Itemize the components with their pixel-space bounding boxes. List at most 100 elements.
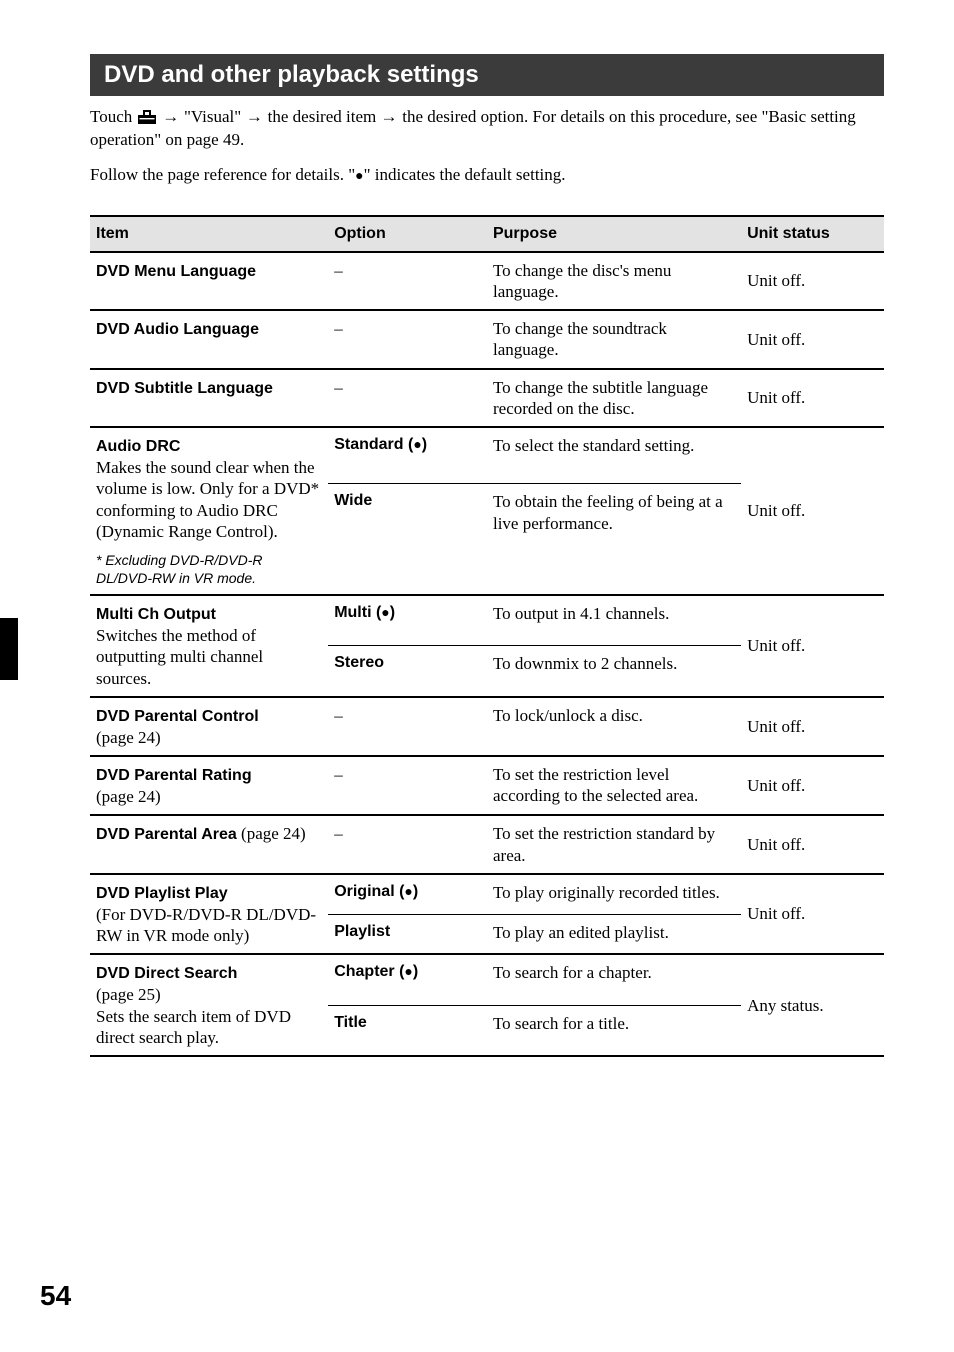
item-title: DVD Playlist Play: [96, 885, 228, 902]
table-row: DVD Parental Rating (page 24) – To set t…: [90, 756, 884, 815]
table-row: Multi Ch Output Switches the method of o…: [90, 595, 884, 646]
header-option: Option: [328, 216, 487, 252]
page-number: 54: [40, 1280, 71, 1312]
table-row: DVD Playlist Play (For DVD-R/DVD-R DL/DV…: [90, 874, 884, 914]
sub-intro-b: " indicates the default setting.: [364, 165, 566, 184]
table-row: DVD Parental Control (page 24) – To lock…: [90, 697, 884, 756]
option-cell: Title: [328, 1005, 487, 1056]
opt-chapter-b: ): [413, 963, 418, 980]
sub-intro: Follow the page reference for details. "…: [90, 165, 884, 185]
side-tab: [0, 618, 18, 680]
option-cell: Stereo: [328, 646, 487, 697]
table-header-row: Item Option Purpose Unit status: [90, 216, 884, 252]
purpose-cell: To obtain the feeling of being at a live…: [487, 484, 741, 572]
item-title: DVD Menu Language: [96, 263, 256, 280]
item-sub: (page 24): [241, 824, 306, 843]
option-cell: Wide: [328, 484, 487, 572]
opt-standard-b: ): [422, 436, 427, 453]
table-row: DVD Menu Language – To change the disc's…: [90, 252, 884, 311]
item-sub: (page 24): [96, 787, 161, 806]
status-cell: Unit off.: [741, 874, 884, 955]
table-row: DVD Subtitle Language – To change the su…: [90, 369, 884, 428]
item-title: DVD Subtitle Language: [96, 380, 273, 397]
table-row: DVD Parental Area (page 24) – To set the…: [90, 815, 884, 874]
item-note: * Excluding DVD-R/DVD-R DL/DVD-RW in VR …: [96, 552, 322, 587]
section-title: DVD and other playback settings: [90, 54, 884, 96]
dot-icon: ●: [404, 883, 412, 899]
item-title: DVD Parental Rating: [96, 767, 252, 784]
purpose-cell: To play an edited playlist.: [487, 914, 741, 954]
purpose-cell: To select the standard setting.: [487, 427, 741, 484]
intro-item: the desired item: [268, 107, 381, 126]
item-title: DVD Parental Area: [96, 826, 237, 843]
purpose-cell: To set the restriction standard by area.: [487, 815, 741, 874]
purpose-cell: To search for a title.: [487, 1005, 741, 1056]
table-row: DVD Audio Language – To change the sound…: [90, 310, 884, 369]
default-dot-text: ●: [355, 169, 363, 184]
sub-intro-a: Follow the page reference for details. ": [90, 165, 355, 184]
status-cell: Unit off.: [741, 756, 884, 815]
option-cell: –: [328, 310, 487, 369]
item-sub: (page 24): [96, 728, 161, 747]
option-cell: Standard (●): [328, 427, 487, 484]
status-cell: Unit off.: [741, 815, 884, 874]
settings-table: Item Option Purpose Unit status DVD Menu…: [90, 215, 884, 1058]
header-status: Unit status: [741, 216, 884, 252]
status-cell: Any status.: [741, 954, 884, 1056]
item-title: Multi Ch Output: [96, 606, 216, 623]
opt-original-a: Original (: [334, 883, 404, 900]
purpose-cell: To output in 4.1 channels.: [487, 595, 741, 646]
page-content: DVD and other playback settings Touch → …: [0, 0, 954, 1057]
option-cell: Playlist: [328, 914, 487, 954]
item-title: DVD Parental Control: [96, 708, 259, 725]
arrow-2: →: [241, 107, 267, 126]
purpose-cell: To play originally recorded titles.: [487, 874, 741, 914]
option-cell: –: [328, 815, 487, 874]
item-title: DVD Direct Search: [96, 965, 237, 982]
purpose-cell: To set the restriction level according t…: [487, 756, 741, 815]
header-purpose: Purpose: [487, 216, 741, 252]
toolbox-icon: [138, 108, 156, 129]
purpose-cell: To change the soundtrack language.: [487, 310, 741, 369]
opt-original-b: ): [413, 883, 418, 900]
table-row: Audio DRC Makes the sound clear when the…: [90, 427, 884, 484]
item-desc: (For DVD-R/DVD-R DL/DVD-RW in VR mode on…: [96, 905, 316, 945]
option-cell: Multi (●): [328, 595, 487, 646]
dot-icon: ●: [404, 963, 412, 979]
option-cell: Chapter (●): [328, 954, 487, 1005]
item-title: Audio DRC: [96, 438, 180, 455]
status-cell: Unit off.: [741, 369, 884, 428]
option-cell: –: [328, 252, 487, 311]
purpose-cell: To search for a chapter.: [487, 954, 741, 1005]
arrow-1: →: [158, 107, 184, 126]
intro-paragraph: Touch → "Visual" → the desired item → th…: [90, 106, 884, 151]
option-cell: Original (●): [328, 874, 487, 914]
arrow-3: →: [380, 107, 402, 126]
item-desc: Switches the method of outputting multi …: [96, 626, 263, 688]
opt-standard-a: Standard (: [334, 436, 413, 453]
purpose-cell: To lock/unlock a disc.: [487, 697, 741, 756]
opt-chapter-a: Chapter (: [334, 963, 404, 980]
opt-multi-b: ): [390, 604, 395, 621]
option-cell: –: [328, 697, 487, 756]
status-cell: Unit off.: [741, 595, 884, 697]
status-cell: Unit off.: [741, 252, 884, 311]
table-row: DVD Direct Search (page 25) Sets the sea…: [90, 954, 884, 1005]
item-desc: Makes the sound clear when the volume is…: [96, 458, 319, 541]
status-cell: Unit off.: [741, 427, 884, 594]
dot-icon: ●: [413, 436, 421, 452]
option-cell: –: [328, 369, 487, 428]
intro-text-1: Touch: [90, 107, 137, 126]
dot-icon: ●: [381, 604, 389, 620]
item-desc: (page 25) Sets the search item of DVD di…: [96, 985, 291, 1047]
purpose-cell: To change the disc's menu language.: [487, 252, 741, 311]
purpose-cell: To downmix to 2 channels.: [487, 646, 741, 697]
item-title: DVD Audio Language: [96, 321, 259, 338]
option-cell: –: [328, 756, 487, 815]
status-cell: Unit off.: [741, 697, 884, 756]
status-cell: Unit off.: [741, 310, 884, 369]
opt-multi-a: Multi (: [334, 604, 381, 621]
intro-visual: "Visual": [184, 107, 241, 126]
purpose-cell: To change the subtitle language recorded…: [487, 369, 741, 428]
header-item: Item: [90, 216, 328, 252]
